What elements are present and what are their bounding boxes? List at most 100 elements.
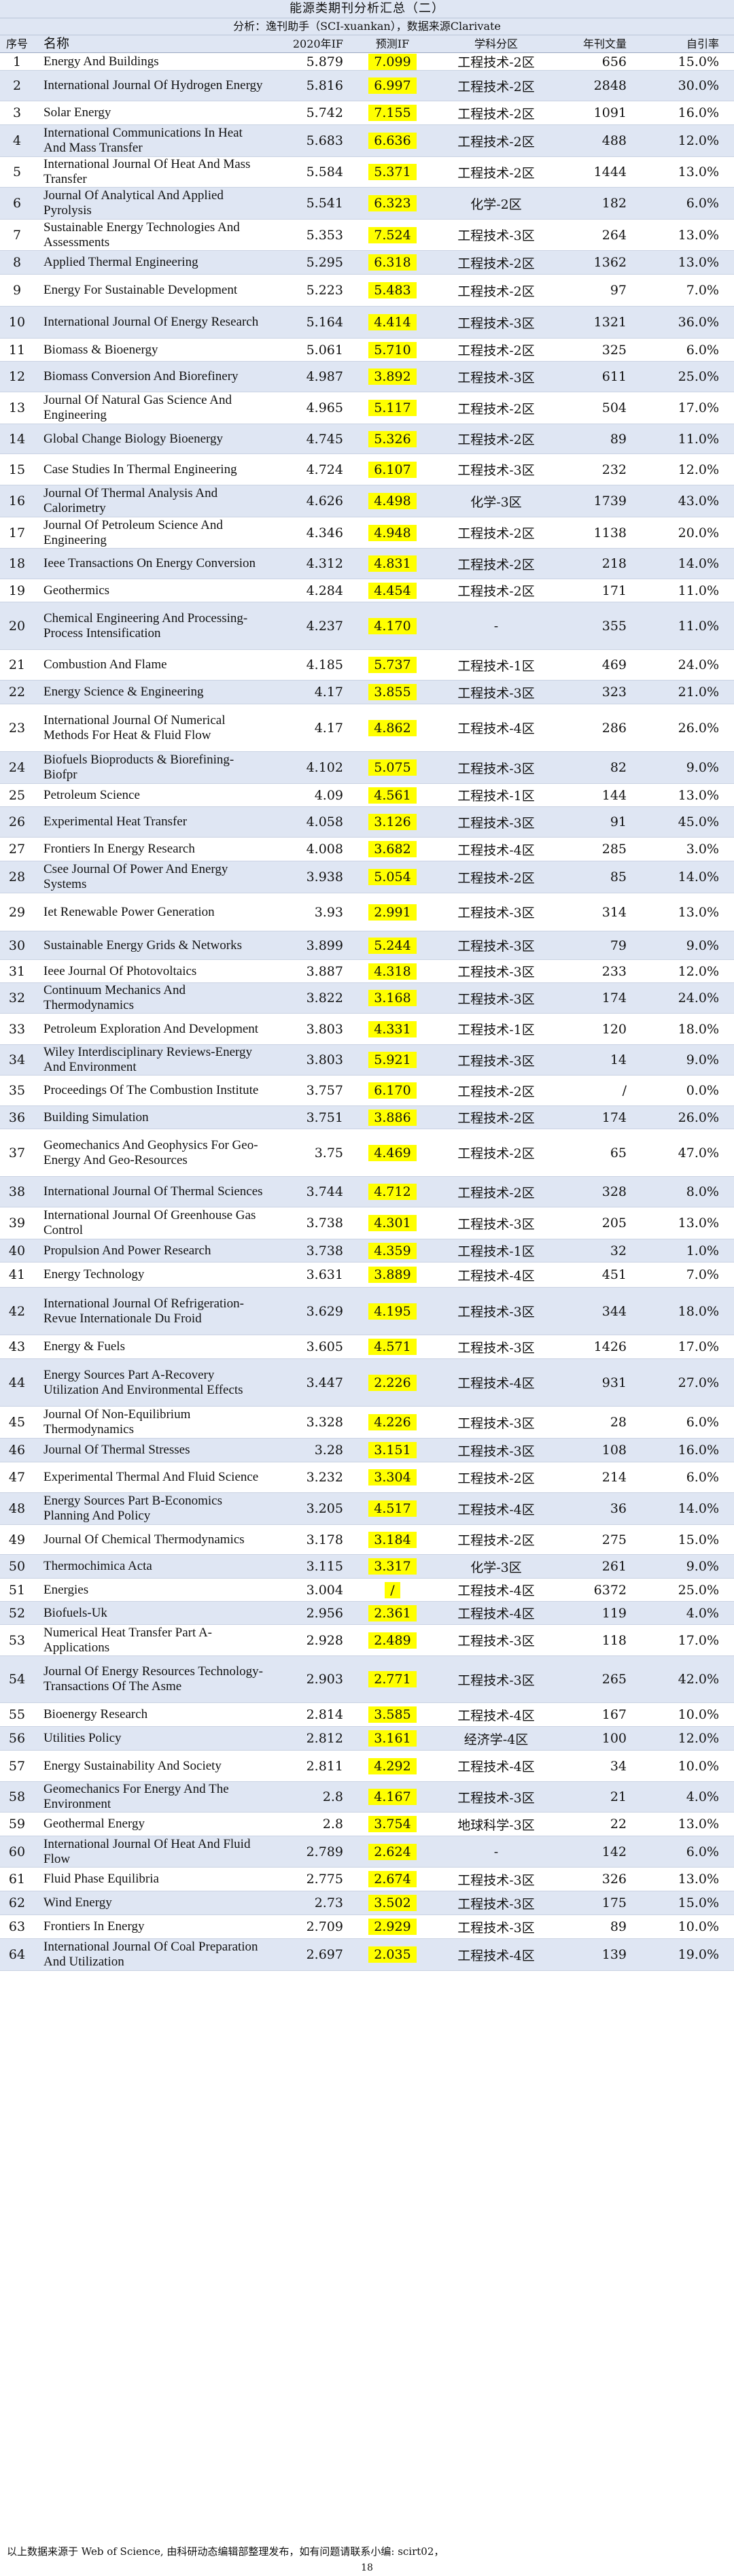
row-journal-name: Energy & Fuels: [43, 1339, 125, 1354]
row-if-2020: 3.803: [306, 1021, 343, 1037]
row-predicted-if-cell: 5.737: [350, 650, 435, 680]
col-header-pred: 预测IF: [375, 37, 410, 50]
row-journal-name: Global Change Biology Bioenergy: [43, 431, 224, 446]
table-row: 1 Energy And Buildings 5.879 7.099 工程技术-2区 65…: [0, 53, 734, 71]
row-predicted-if: 3.161: [368, 1730, 417, 1747]
row-if-2020: 3.738: [306, 1216, 343, 1231]
row-seq: 24: [8, 760, 26, 775]
col-header-seq: 序号: [5, 37, 28, 50]
row-self-citation: 17.0%: [678, 400, 719, 415]
row-predicted-if: 4.571: [368, 1339, 417, 1355]
row-journal-name: Biomass Conversion And Biorefinery: [43, 369, 239, 383]
row-self-citation: 24.0%: [678, 991, 719, 1006]
row-predicted-if: 2.035: [368, 1946, 417, 1963]
table-row: 59 Geothermal Energy 2.8 3.754 地球科学-3区 22 13.0…: [0, 1813, 734, 1836]
table-row: 41 Energy Technology 3.631 3.889 工程技术-4区 451 7…: [0, 1263, 734, 1288]
row-subject-zone: 工程技术-2区: [457, 343, 535, 358]
row-predicted-if: 3.184: [368, 1531, 417, 1548]
row-predicted-if-cell: 3.886: [350, 1106, 435, 1129]
row-self-citation: 26.0%: [678, 720, 719, 736]
row-journal-name: International Journal Of Heat And Mass T…: [43, 157, 251, 186]
row-predicted-if-cell: 6.318: [350, 251, 435, 274]
row-annual-volume: 34: [610, 1758, 627, 1774]
row-if-2020: 5.353: [306, 227, 343, 243]
row-predicted-if: 3.502: [368, 1895, 417, 1911]
row-self-citation: 8.0%: [686, 1184, 719, 1199]
row-annual-volume: 232: [601, 462, 627, 477]
row-predicted-if: 2.489: [368, 1632, 417, 1649]
row-predicted-if-cell: 3.855: [350, 681, 435, 704]
row-predicted-if-cell: 4.712: [350, 1177, 435, 1207]
row-journal-name: Energy Sources Part A-Recovery Utilizati…: [43, 1367, 243, 1397]
row-seq: 35: [8, 1083, 26, 1098]
row-seq: 7: [12, 227, 22, 243]
table-row: 27 Frontiers In Energy Research 4.008 3.682…: [0, 838, 734, 861]
row-seq: 52: [8, 1605, 26, 1621]
row-journal-name: Bioenergy Research: [43, 1707, 148, 1721]
row-predicted-if-cell: 2.489: [350, 1625, 435, 1655]
row-subject-zone: 工程技术-3区: [457, 906, 535, 921]
row-predicted-if-cell: 6.636: [350, 125, 435, 156]
row-seq: 56: [8, 1731, 26, 1746]
row-if-2020: 4.17: [314, 685, 343, 700]
row-subject-zone: 工程技术-2区: [457, 165, 535, 181]
row-self-citation: 16.0%: [678, 1443, 719, 1458]
row-predicted-if: 3.892: [368, 368, 417, 385]
row-seq: 20: [8, 618, 26, 634]
row-annual-volume: 286: [601, 720, 627, 736]
row-subject-zone: 工程技术-4区: [457, 1607, 535, 1621]
row-seq: 14: [8, 431, 26, 447]
row-self-citation: 13.0%: [678, 1872, 719, 1887]
row-journal-name: Journal Of Analytical And Applied Pyroly…: [43, 188, 224, 218]
row-predicted-if-cell: 4.498: [350, 485, 435, 517]
row-predicted-if-cell: 7.099: [350, 53, 435, 70]
page-footer: 以上数据来源于 Web of Science, 由科研动态编辑部整理发布，如有问…: [0, 2541, 734, 2576]
row-predicted-if: 4.948: [368, 524, 417, 541]
row-annual-volume: 89: [610, 1919, 627, 1934]
table-row: 38 International Journal Of Thermal Scien…: [0, 1177, 734, 1207]
row-journal-name: International Journal Of Hydrogen Energy: [43, 78, 263, 92]
row-predicted-if: 6.636: [368, 133, 417, 149]
row-journal-name: International Journal Of Heat And Fluid …: [43, 1836, 251, 1866]
row-predicted-if: 5.710: [368, 341, 417, 358]
table-row: 46 Journal Of Thermal Stresses 3.28 3.151 工程…: [0, 1439, 734, 1462]
row-self-citation: 10.0%: [678, 1919, 719, 1934]
row-annual-volume: 1362: [593, 255, 627, 270]
row-self-citation: 17.0%: [678, 1632, 719, 1648]
row-self-citation: 25.0%: [678, 369, 719, 384]
row-if-2020: 4.09: [314, 787, 343, 803]
row-if-2020: 3.629: [306, 1303, 343, 1319]
row-predicted-if-cell: 4.831: [350, 549, 435, 579]
table-row: 29 Iet Renewable Power Generation 3.93 2.99…: [0, 893, 734, 931]
row-if-2020: 5.164: [306, 315, 343, 330]
row-subject-zone: 工程技术-2区: [457, 106, 535, 122]
row-predicted-if: 4.195: [368, 1303, 417, 1320]
row-journal-name: Energies: [43, 1582, 89, 1597]
row-predicted-if: 3.304: [368, 1469, 417, 1486]
row-subject-zone: 工程技术-3区: [457, 991, 535, 1007]
row-subject-zone: 工程技术-1区: [457, 1023, 535, 1037]
row-subject-zone: 工程技术-2区: [457, 432, 535, 447]
table-row: 43 Energy & Fuels 3.605 4.571 工程技术-3区 1426 17.…: [0, 1335, 734, 1359]
row-seq: 11: [8, 342, 26, 358]
row-journal-name: Case Studies In Thermal Engineering: [43, 462, 237, 477]
row-predicted-if: 3.682: [368, 841, 417, 857]
row-subject-zone: 工程技术-2区: [457, 134, 535, 150]
row-journal-name: Biofuels-Uk: [43, 1605, 107, 1620]
row-predicted-if-cell: 2.361: [350, 1602, 435, 1624]
row-self-citation: 12.0%: [678, 1731, 719, 1746]
row-predicted-if-cell: 4.469: [350, 1129, 435, 1176]
page-number: 18: [361, 2562, 373, 2573]
row-predicted-if: 4.517: [368, 1500, 417, 1517]
row-seq: 62: [8, 1895, 26, 1910]
row-if-2020: 3.738: [306, 1243, 343, 1258]
row-subject-zone: 工程技术-1区: [457, 658, 535, 674]
row-predicted-if: 3.754: [368, 1816, 417, 1832]
table-row: 32 Continuum Mechanics And Thermodynamics…: [0, 983, 734, 1014]
row-journal-name: Petroleum Exploration And Development: [43, 1021, 259, 1036]
row-predicted-if-cell: 4.167: [350, 1782, 435, 1812]
row-predicted-if: 5.737: [368, 657, 417, 673]
row-predicted-if: /: [385, 1581, 400, 1598]
row-predicted-if-cell: 3.161: [350, 1727, 435, 1750]
row-subject-zone: 工程技术-4区: [457, 721, 535, 736]
